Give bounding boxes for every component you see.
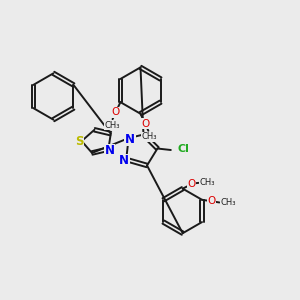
Text: O: O [141, 119, 149, 129]
Text: N: N [119, 154, 129, 167]
Text: CH₃: CH₃ [104, 121, 120, 130]
Text: CH₃: CH₃ [220, 198, 236, 207]
Text: S: S [75, 136, 83, 148]
Text: CH₃: CH₃ [141, 132, 157, 141]
Text: O: O [208, 196, 216, 206]
Text: N: N [105, 144, 115, 157]
Text: Cl: Cl [177, 143, 189, 154]
Text: N: N [125, 133, 135, 146]
Text: O: O [112, 107, 120, 117]
Text: CH₃: CH₃ [200, 178, 215, 187]
Text: O: O [188, 179, 196, 189]
